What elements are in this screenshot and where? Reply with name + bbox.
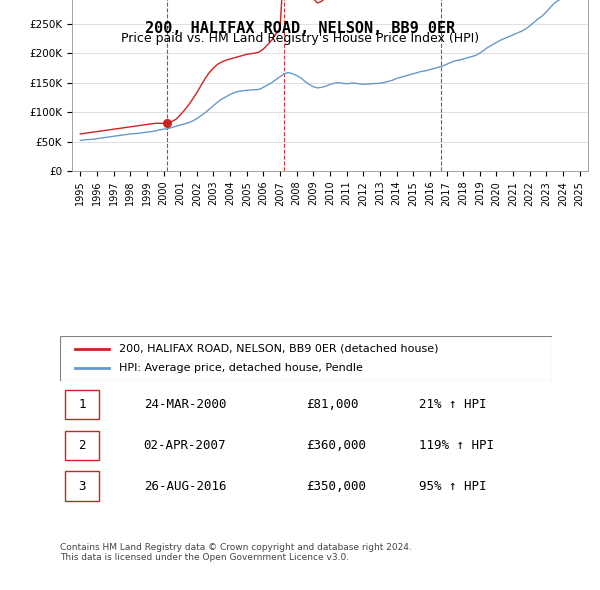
Text: £81,000: £81,000 (306, 398, 359, 411)
Text: 2: 2 (79, 439, 86, 452)
Text: £360,000: £360,000 (306, 439, 366, 452)
Text: 02-APR-2007: 02-APR-2007 (143, 439, 226, 452)
Text: £350,000: £350,000 (306, 480, 366, 493)
FancyBboxPatch shape (60, 336, 552, 381)
FancyBboxPatch shape (65, 431, 100, 460)
Text: 200, HALIFAX ROAD, NELSON, BB9 0ER: 200, HALIFAX ROAD, NELSON, BB9 0ER (145, 21, 455, 35)
Text: 26-AUG-2016: 26-AUG-2016 (143, 480, 226, 493)
Text: HPI: Average price, detached house, Pendle: HPI: Average price, detached house, Pend… (119, 363, 363, 373)
Text: 1: 1 (79, 398, 86, 411)
Text: 119% ↑ HPI: 119% ↑ HPI (419, 439, 494, 452)
FancyBboxPatch shape (65, 471, 100, 501)
Text: 200, HALIFAX ROAD, NELSON, BB9 0ER (detached house): 200, HALIFAX ROAD, NELSON, BB9 0ER (deta… (119, 344, 439, 353)
Text: 95% ↑ HPI: 95% ↑ HPI (419, 480, 487, 493)
Text: 3: 3 (79, 480, 86, 493)
Text: 21% ↑ HPI: 21% ↑ HPI (419, 398, 487, 411)
Point (163, 119, 172, 128)
Text: Contains HM Land Registry data © Crown copyright and database right 2024.
This d: Contains HM Land Registry data © Crown c… (60, 543, 412, 562)
Text: 24-MAR-2000: 24-MAR-2000 (143, 398, 226, 411)
Text: Price paid vs. HM Land Registry's House Price Index (HPI): Price paid vs. HM Land Registry's House … (121, 32, 479, 45)
FancyBboxPatch shape (65, 389, 100, 419)
